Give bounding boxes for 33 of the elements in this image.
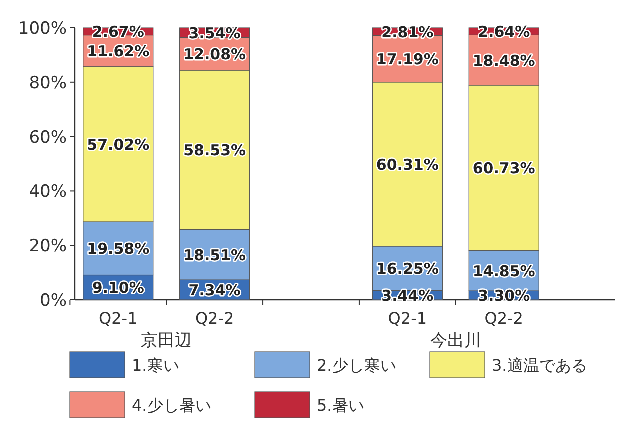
text: 京田辺 <box>141 331 192 351</box>
y-tick-label: 20% <box>29 236 67 257</box>
x-tick-label: Q2-2 <box>484 309 524 328</box>
data-label: 3.44% <box>382 286 434 305</box>
x-tick-label: Q2-1 <box>388 309 428 328</box>
y-tick-label: 0% <box>40 291 67 311</box>
data-label: 9.10% <box>92 279 144 298</box>
legend-label: 1.寒い <box>132 356 180 375</box>
data-label: 3.54% <box>188 24 241 42</box>
y-tick-label: 40% <box>29 182 67 202</box>
data-label: 12.08% <box>184 46 246 64</box>
data-label: 60.31% <box>376 156 439 174</box>
legend-label: 5.暑い <box>317 396 364 415</box>
y-tick-label: 100% <box>18 19 67 39</box>
data-label: 14.85% <box>472 262 536 280</box>
text: 今出川 <box>430 331 482 351</box>
legend-label: 3.適温である <box>492 356 588 375</box>
data-label: 18.51% <box>184 246 246 264</box>
y-tick-label: 60% <box>29 128 67 148</box>
data-label: 58.53% <box>184 142 246 160</box>
data-label: 18.48% <box>472 52 536 70</box>
data-label: 7.34% <box>188 282 241 300</box>
data-label: 16.25% <box>376 260 439 278</box>
x-tick-label: Q2-1 <box>99 309 138 328</box>
data-label: 11.62% <box>87 42 150 61</box>
x-tick-label: Q2-2 <box>195 309 234 328</box>
data-label: 60.73% <box>472 160 536 178</box>
data-label: 17.19% <box>376 50 439 69</box>
y-tick-label: 80% <box>29 73 67 94</box>
legend-label: 2.少し寒い <box>317 356 396 375</box>
data-label: 19.58% <box>87 240 150 258</box>
legend-label: 4.少し暑い <box>132 396 212 415</box>
data-label: 57.02% <box>87 136 150 154</box>
